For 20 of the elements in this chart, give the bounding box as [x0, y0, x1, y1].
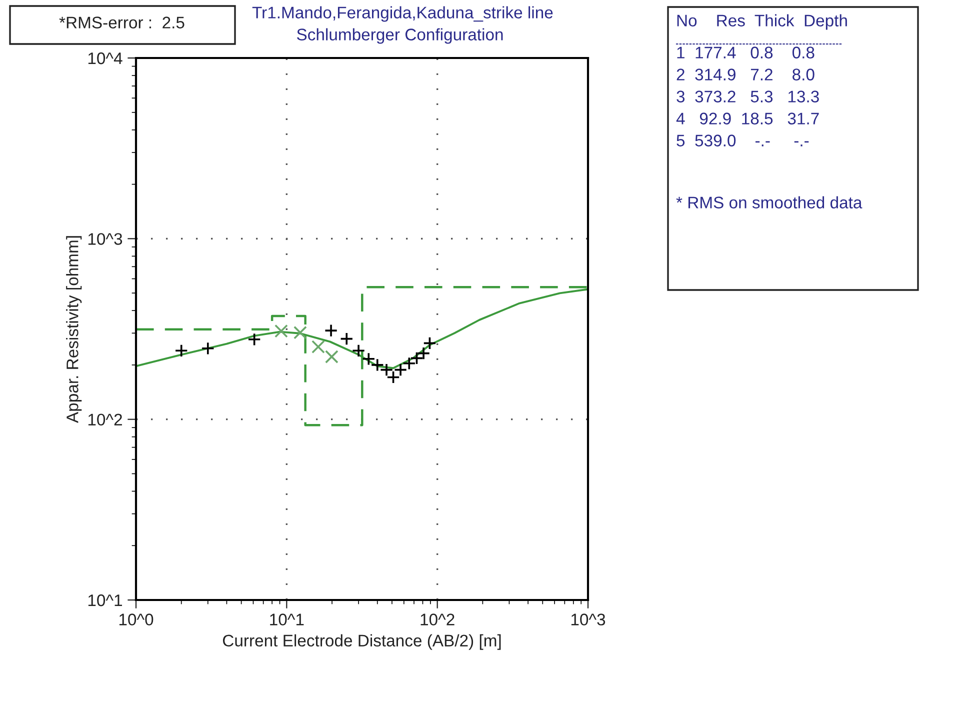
x-tick-label: 10^3 — [571, 614, 606, 626]
x-tick-label: 10^2 — [420, 614, 454, 626]
text: No Res Thick Depth — [677, 14, 847, 30]
text: * RMS on smoothed data — [676, 196, 862, 208]
y-axis-title: Appar. Resistivity [ohmm] — [66, 236, 82, 423]
text: 5 539.0 -.- -.- — [676, 134, 809, 146]
y-tick-label: 10^3 — [88, 233, 122, 245]
text: 2 314.9 7.2 8.0 — [676, 68, 814, 80]
text: 3 373.2 5.3 13.3 — [676, 90, 819, 102]
chart-subtitle: Schlumberger Configuration — [297, 28, 503, 44]
x-tick-label: 10^0 — [119, 614, 154, 626]
chart-title: Tr1.Mando,Ferangida,Kaduna_strike line — [252, 6, 553, 22]
y-tick-label: 10^2 — [88, 414, 122, 426]
y-tick-label: 10^4 — [88, 52, 122, 64]
y-tick-label: 10^1 — [88, 594, 122, 606]
x-tick-label: 10^1 — [270, 614, 304, 626]
text: 1 177.4 0.8 0.8 — [677, 46, 814, 58]
text: *RMS-error : 2.5 — [59, 16, 184, 28]
text: 4 92.9 18.5 31.7 — [676, 112, 819, 124]
x-axis-title: Current Electrode Distance (AB/2) [m] — [222, 634, 501, 650]
